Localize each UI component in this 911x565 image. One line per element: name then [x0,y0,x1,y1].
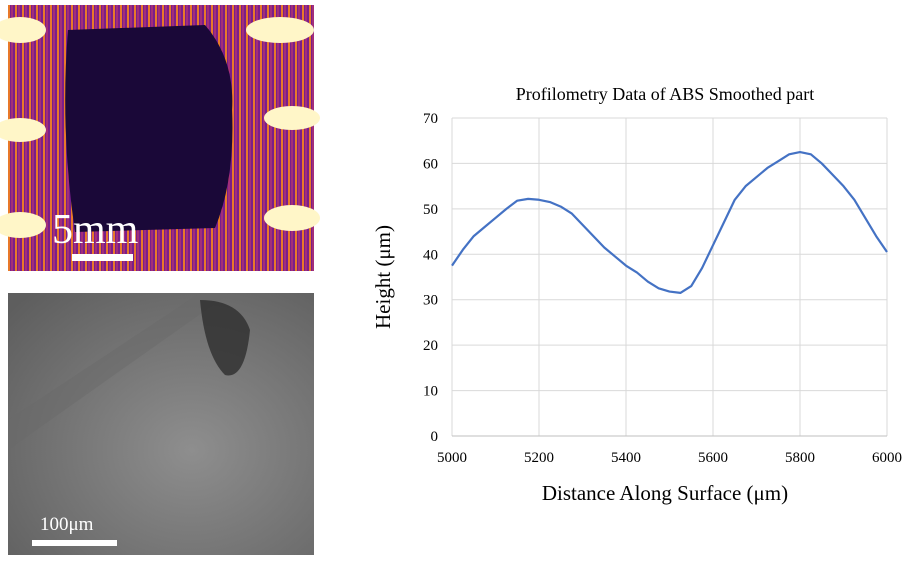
chart: Profilometry Data of ABS Smoothed part D… [371,84,902,505]
y-axis-label: Height (μm) [371,225,395,329]
x-tick-label: 5400 [611,450,641,466]
y-tick-label: 40 [423,247,438,263]
y-tick-label: 60 [423,156,438,172]
y-tick-label: 50 [423,202,438,218]
chart-title: Profilometry Data of ABS Smoothed part [516,84,814,104]
line-series [451,150,888,294]
y-tick-label: 10 [423,384,438,400]
micrograph: 100μm [8,293,314,555]
x-tick-label: 6000 [872,450,902,466]
scale-label: 100μm [40,514,94,535]
y-tick-label: 20 [423,338,438,354]
x-tick-label: 5800 [785,450,815,466]
y-tick-label: 0 [431,429,439,445]
y-tick-label: 30 [423,293,438,309]
scale-label: 5mm [52,207,139,253]
x-tick-label: 5600 [698,450,728,466]
x-tick-label: 5000 [437,450,467,466]
y-tick-label: 70 [423,111,438,127]
x-tick-label: 5200 [524,450,554,466]
thermal-image: 5mm [0,5,320,271]
x-axis-label: Distance Along Surface (μm) [542,481,788,505]
